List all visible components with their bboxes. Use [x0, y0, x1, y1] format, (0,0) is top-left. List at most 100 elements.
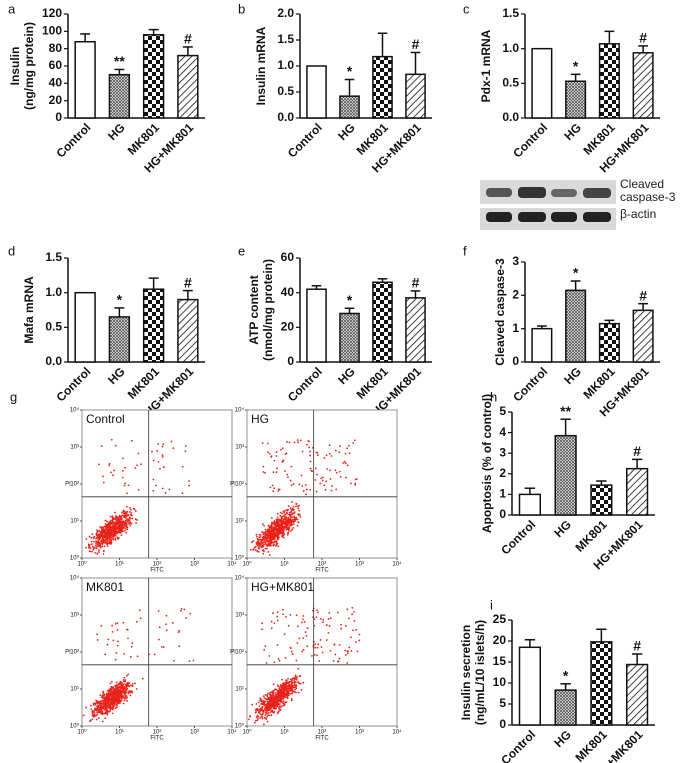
event-dot	[93, 535, 96, 538]
event-dot	[115, 685, 118, 688]
event-dot	[323, 457, 326, 459]
x-tick-label: 10¹	[280, 562, 289, 568]
bar	[74, 291, 96, 363]
event-dot	[300, 621, 303, 624]
event-dot	[346, 650, 349, 652]
event-dot	[185, 617, 187, 619]
bar	[339, 312, 360, 363]
event-dot	[262, 544, 264, 547]
event-dot	[279, 511, 282, 514]
event-dot	[358, 633, 361, 636]
bar	[590, 641, 613, 726]
event-dot	[296, 524, 299, 527]
event-dot	[126, 696, 129, 699]
event-dot	[285, 701, 288, 704]
event-dot	[128, 685, 130, 688]
event-dot	[277, 710, 280, 713]
y-tick-label: 120	[42, 6, 62, 20]
event-dot	[317, 611, 320, 614]
event-dot	[188, 480, 190, 483]
event-dot	[103, 545, 106, 548]
event-dot	[102, 695, 104, 698]
event-dot	[188, 660, 191, 662]
event-dot	[153, 653, 156, 656]
event-dot	[255, 703, 258, 705]
event-dot	[109, 527, 112, 530]
y-tick-label: 10³	[70, 445, 79, 451]
event-dot	[264, 471, 266, 474]
event-dot	[93, 711, 96, 714]
event-dot	[295, 516, 298, 519]
event-dot	[108, 695, 111, 698]
event-dot	[278, 708, 281, 711]
event-dot	[283, 525, 286, 528]
event-dot	[259, 713, 262, 715]
event-dot	[283, 692, 286, 694]
event-dot	[253, 546, 256, 549]
event-dot	[110, 538, 113, 541]
blot-label: Cleaved caspase-3	[620, 177, 676, 204]
event-dot	[325, 639, 328, 641]
event-dot	[316, 646, 319, 649]
y-axis-label: PI	[65, 650, 71, 656]
event-dot	[263, 709, 265, 712]
bar	[405, 297, 426, 363]
event-dot	[316, 473, 318, 476]
event-dot	[127, 691, 130, 693]
event-dot	[281, 690, 283, 693]
event-dot	[305, 493, 308, 496]
event-dot	[108, 522, 111, 525]
event-dot	[266, 720, 269, 723]
event-dot	[259, 708, 261, 711]
event-dot	[104, 527, 107, 530]
event-dot	[105, 695, 108, 697]
event-dot	[129, 655, 132, 658]
event-dot	[139, 617, 142, 620]
event-dot	[292, 690, 295, 693]
event-dot	[111, 712, 114, 715]
event-dot	[267, 704, 270, 707]
event-dot	[356, 650, 359, 653]
event-dot	[116, 537, 119, 539]
event-dot	[269, 707, 272, 710]
event-dot	[110, 695, 113, 698]
bar	[554, 689, 577, 726]
event-dot	[119, 532, 122, 534]
event-dot	[109, 530, 112, 532]
y-tick-label: 10²	[235, 650, 244, 656]
event-dot	[92, 704, 95, 706]
event-dot	[117, 527, 120, 530]
bar	[339, 95, 360, 119]
event-dot	[100, 445, 103, 448]
event-dot	[161, 454, 164, 457]
event-dot	[268, 531, 271, 534]
event-dot	[268, 655, 271, 657]
event-dot	[104, 523, 107, 525]
event-dot	[130, 439, 133, 442]
event-dot	[106, 540, 109, 543]
event-dot	[122, 694, 124, 697]
x-tick-label: 10¹	[115, 730, 124, 736]
panel-name: Control	[86, 412, 125, 426]
event-dot	[95, 718, 98, 721]
event-dot	[290, 520, 292, 523]
event-dot	[276, 699, 279, 701]
event-dot	[257, 542, 260, 545]
event-dot	[273, 702, 276, 705]
significance-mark: *	[347, 63, 353, 79]
event-dot	[115, 681, 118, 684]
event-dot	[327, 618, 330, 620]
event-dot	[290, 697, 293, 700]
event-dot	[332, 660, 335, 662]
x-tick-label: 10⁴	[392, 561, 402, 568]
event-dot	[256, 708, 259, 711]
event-dot	[102, 697, 105, 699]
y-tick-label: 1.5	[277, 32, 294, 46]
event-dot	[258, 538, 261, 541]
event-dot	[106, 523, 109, 526]
x-tick-label: HG	[561, 364, 584, 387]
event-dot	[278, 659, 281, 662]
y-tick-label: 10³	[70, 613, 79, 619]
event-dot	[94, 708, 96, 711]
event-dot	[129, 506, 131, 509]
